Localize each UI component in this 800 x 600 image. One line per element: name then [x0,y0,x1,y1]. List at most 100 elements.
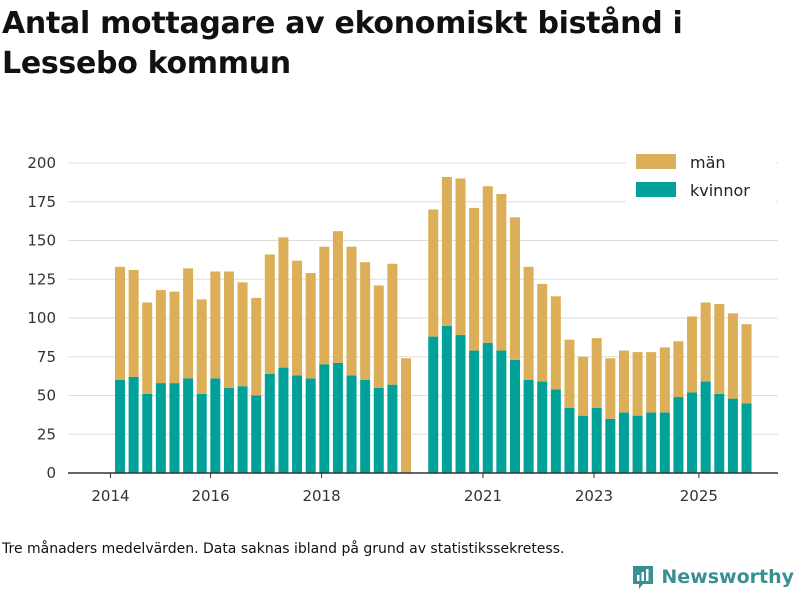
bar-man [373,285,384,388]
bar-man [673,341,684,398]
bar-man [659,347,670,413]
bar-kvinnor [223,387,234,473]
bar-man [646,352,657,413]
y-tick-label: 175 [27,193,56,211]
bar-man [196,299,207,394]
bar-kvinnor [196,393,207,473]
bar-kvinnor [673,397,684,473]
bar-man [700,302,711,382]
bar-man [142,302,153,394]
y-tick-label: 150 [27,232,56,250]
bar-kvinnor [605,418,616,473]
bar-man [537,283,548,382]
bar-man [305,273,316,379]
bar-man [496,194,507,351]
bar-kvinnor [169,383,180,473]
bar-man [387,263,398,385]
bar-kvinnor [659,412,670,473]
bar-man [210,271,221,379]
legend: män kvinnor [626,146,776,206]
legend-swatch-man [636,154,676,169]
bar-man [605,358,616,419]
bar-kvinnor [237,386,248,473]
bar-man [237,282,248,387]
bar-kvinnor [618,412,629,473]
bar-man [441,176,452,326]
bar-kvinnor [455,335,466,473]
bar-man [564,339,575,408]
x-tick-label: 2018 [302,487,340,505]
y-tick-label: 50 [37,387,56,405]
bar-kvinnor [714,393,725,473]
bar-kvinnor [373,387,384,473]
bar-man [278,237,289,368]
bar-man [428,209,439,337]
x-tick-label: 2023 [575,487,613,505]
bar-man [332,231,343,363]
brand-name: Newsworthy [661,566,794,588]
bar-man [223,271,234,388]
brand[interactable]: Newsworthy [631,564,794,590]
bar-man [183,268,194,379]
bar-man [509,217,520,360]
bar-kvinnor [482,342,493,473]
y-tick-label: 200 [27,154,56,172]
bar-kvinnor [115,380,125,473]
bar-man [578,356,589,416]
bar-kvinnor [700,381,711,473]
bar-kvinnor [632,415,643,473]
bar-kvinnor [251,395,262,473]
bar-kvinnor [142,393,153,473]
bar-kvinnor [509,359,520,473]
bar-man [346,246,357,376]
y-tick-label: 75 [37,348,56,366]
x-tick-label: 2021 [464,487,502,505]
bar-kvinnor [646,412,657,473]
y-tick-label: 25 [37,425,56,443]
bar-kvinnor [428,336,439,473]
bar-man [401,358,412,473]
bar-man [128,269,139,377]
bar-kvinnor [578,415,589,473]
legend-label-man: män [690,153,726,172]
bar-man [360,262,371,380]
bar-man [155,290,166,384]
bar-man [550,296,561,390]
bar-man [632,352,643,416]
bar-kvinnor [183,378,194,473]
newsworthy-logo-icon [633,566,654,589]
bar-kvinnor [319,364,330,473]
bar-kvinnor [537,381,548,473]
bar-kvinnor [305,378,316,473]
y-tick-label: 125 [27,270,56,288]
bar-man [727,313,738,399]
bar-kvinnor [550,389,561,473]
bar-kvinnor [360,380,371,473]
bar-man [115,266,125,380]
bar-man [292,260,303,376]
bar-kvinnor [591,407,602,473]
bar-man [264,254,275,374]
bars [115,176,752,473]
bar-kvinnor [496,350,507,473]
bar-man [523,266,534,380]
bar-kvinnor [564,407,575,473]
bar-man [469,207,480,351]
bar-man [455,178,466,336]
bar-kvinnor [727,398,738,473]
bar-man [714,304,725,394]
bar-kvinnor [264,373,275,473]
x-tick-label: 2016 [191,487,229,505]
bar-man [591,338,602,408]
bar-kvinnor [278,367,289,473]
bar-kvinnor [128,376,139,473]
x-axis: 2014 2016 2018 2021 2023 2025 [68,472,778,505]
bar-man [482,186,493,343]
bar-man [618,350,629,413]
bar-kvinnor [210,378,221,473]
bar-man [319,246,330,365]
bar-kvinnor [469,350,480,473]
y-tick-label: 0 [46,464,56,482]
bar-kvinnor [687,392,698,473]
